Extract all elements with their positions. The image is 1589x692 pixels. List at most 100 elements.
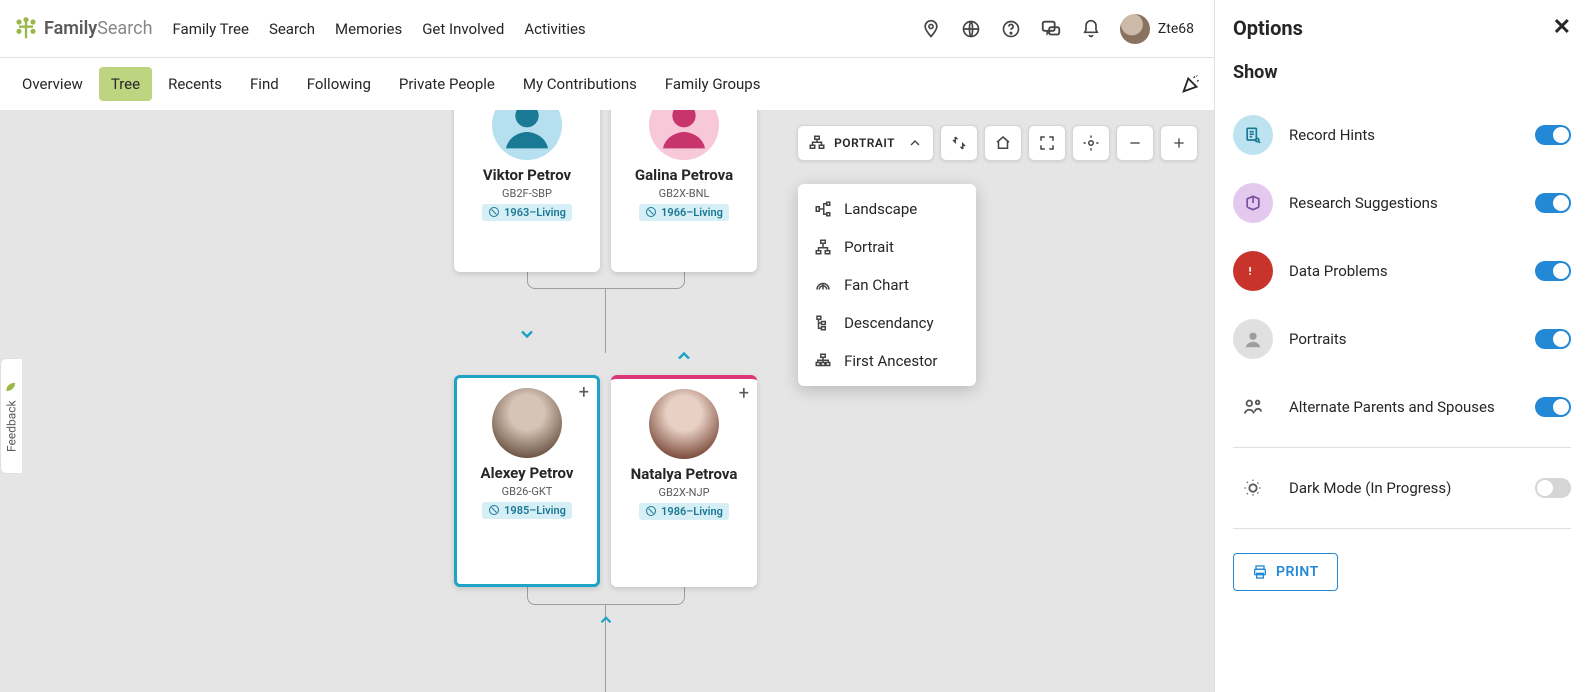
expand-down-icon[interactable] xyxy=(515,322,539,346)
notifications-icon[interactable] xyxy=(1080,18,1102,40)
portrait-photo xyxy=(649,389,719,459)
life-badge: 1986–Living xyxy=(639,503,729,520)
brand-text: FamilySearch xyxy=(44,18,153,39)
alternate-parents-icon xyxy=(1233,387,1273,427)
connector xyxy=(605,289,606,353)
location-icon[interactable] xyxy=(920,18,942,40)
menu-item-label: First Ancestor xyxy=(844,352,937,370)
messages-icon[interactable] xyxy=(1040,18,1062,40)
divider xyxy=(1233,528,1571,529)
menu-item-label: Descendancy xyxy=(844,314,933,332)
menu-landscape[interactable]: Landscape xyxy=(798,190,976,228)
top-nav: Family Tree Search Memories Get Involved… xyxy=(173,20,586,38)
toggle-research-suggestions[interactable] xyxy=(1535,193,1571,213)
person-id: GB2X-BNL xyxy=(617,187,751,200)
toggle-record-hints[interactable] xyxy=(1535,125,1571,145)
feedback-tab[interactable]: Feedback xyxy=(0,358,22,474)
print-button[interactable]: PRINT xyxy=(1233,553,1338,591)
person-card-mother[interactable]: Galina Petrova GB2X-BNL 1966–Living xyxy=(611,110,757,272)
person-card-father[interactable]: Viktor Petrov GB2F-SBP 1963–Living xyxy=(454,110,600,272)
home-person-icon[interactable] xyxy=(985,125,1021,161)
leaf-icon xyxy=(5,380,19,394)
life-text: 1963–Living xyxy=(504,206,566,219)
option-label: Portraits xyxy=(1289,330,1519,348)
person-name: Viktor Petrov xyxy=(460,166,594,185)
invert-tree-icon[interactable] xyxy=(941,125,977,161)
subnav-my-contributions[interactable]: My Contributions xyxy=(511,67,649,101)
fullscreen-icon[interactable] xyxy=(1029,125,1065,161)
collapse-up-icon[interactable] xyxy=(672,344,696,368)
person-id: GB2X-NJP xyxy=(617,486,751,499)
menu-portrait[interactable]: Portrait xyxy=(798,228,976,266)
life-badge: 1966–Living xyxy=(639,204,729,221)
add-icon[interactable]: + xyxy=(739,385,749,403)
tree-view-icon xyxy=(808,134,826,152)
top-icon-group: Zte68 xyxy=(920,14,1194,44)
option-record-hints: Record Hints xyxy=(1233,101,1571,169)
view-selector[interactable]: PORTRAIT Landscape Portrait Fan Chart xyxy=(797,125,934,161)
menu-descendancy[interactable]: Descendancy xyxy=(798,304,976,342)
menu-item-label: Landscape xyxy=(844,200,917,218)
data-problems-icon xyxy=(1233,251,1273,291)
record-hints-icon xyxy=(1233,115,1273,155)
portrait-placeholder-male-icon xyxy=(492,110,562,160)
view-label: PORTRAIT xyxy=(834,136,895,150)
menu-item-label: Fan Chart xyxy=(844,276,909,294)
tree-toolbar: PORTRAIT Landscape Portrait Fan Chart xyxy=(797,125,1198,161)
subnav-family-groups[interactable]: Family Groups xyxy=(653,67,773,101)
person-id: GB2F-SBP xyxy=(460,187,594,200)
option-label: Data Problems xyxy=(1289,262,1519,280)
tree-canvas[interactable]: Viktor Petrov GB2F-SBP 1963–Living Galin… xyxy=(0,110,1214,692)
nav-family-tree[interactable]: Family Tree xyxy=(173,20,249,38)
subnav-find[interactable]: Find xyxy=(238,67,291,101)
recenter-icon[interactable] xyxy=(1073,125,1109,161)
help-icon[interactable] xyxy=(1000,18,1022,40)
nav-get-involved[interactable]: Get Involved xyxy=(422,20,504,38)
subnav-tree[interactable]: Tree xyxy=(99,67,152,101)
toggle-alternate-parents[interactable] xyxy=(1535,397,1571,417)
nav-activities[interactable]: Activities xyxy=(524,20,585,38)
menu-item-label: Portrait xyxy=(844,238,894,256)
subnav-recents[interactable]: Recents xyxy=(156,67,234,101)
zoom-in-icon[interactable] xyxy=(1161,125,1197,161)
collapse-up-icon[interactable] xyxy=(594,608,618,632)
option-data-problems: Data Problems xyxy=(1233,237,1571,305)
subnav-private-people[interactable]: Private People xyxy=(387,67,507,101)
toggle-data-problems[interactable] xyxy=(1535,261,1571,281)
portrait-placeholder-female-icon xyxy=(649,110,719,160)
globe-icon[interactable] xyxy=(960,18,982,40)
chevron-up-icon xyxy=(907,135,923,151)
options-panel: Options ✕ Show Record Hints Research Sug… xyxy=(1214,0,1589,692)
close-icon[interactable]: ✕ xyxy=(1553,17,1571,39)
subnav-overview[interactable]: Overview xyxy=(10,67,95,101)
nav-search[interactable]: Search xyxy=(269,20,315,38)
option-dark-mode: Dark Mode (In Progress) xyxy=(1233,454,1571,522)
zoom-out-icon[interactable] xyxy=(1117,125,1153,161)
user-name: Zte68 xyxy=(1158,21,1194,37)
life-text: 1966–Living xyxy=(661,206,723,219)
life-badge: 1985–Living xyxy=(482,502,572,519)
subnav-following[interactable]: Following xyxy=(295,67,383,101)
life-text: 1986–Living xyxy=(661,505,723,518)
user-menu[interactable]: Zte68 xyxy=(1120,14,1194,44)
print-icon xyxy=(1252,564,1268,580)
brand-logo[interactable]: FamilySearch xyxy=(12,15,153,43)
toggle-portraits[interactable] xyxy=(1535,329,1571,349)
option-label: Dark Mode (In Progress) xyxy=(1289,479,1519,497)
nav-memories[interactable]: Memories xyxy=(335,20,402,38)
person-name: Alexey Petrov xyxy=(463,464,591,483)
options-title: Options xyxy=(1233,16,1303,40)
menu-first-ancestor[interactable]: First Ancestor xyxy=(798,342,976,380)
add-icon[interactable]: + xyxy=(579,384,589,402)
menu-fan-chart[interactable]: Fan Chart xyxy=(798,266,976,304)
person-card-spouse[interactable]: + Natalya Petrova GB2X-NJP 1986–Living xyxy=(611,375,757,587)
person-id: GB26-GKT xyxy=(463,485,591,498)
option-label: Research Suggestions xyxy=(1289,194,1519,212)
option-label: Record Hints xyxy=(1289,126,1519,144)
portrait-photo xyxy=(492,388,562,458)
person-card-self[interactable]: + Alexey Petrov GB26-GKT 1985–Living xyxy=(454,375,600,587)
toggle-dark-mode[interactable] xyxy=(1535,478,1571,498)
option-research-suggestions: Research Suggestions xyxy=(1233,169,1571,237)
whats-new-icon[interactable] xyxy=(1180,73,1202,95)
print-label: PRINT xyxy=(1276,564,1319,580)
